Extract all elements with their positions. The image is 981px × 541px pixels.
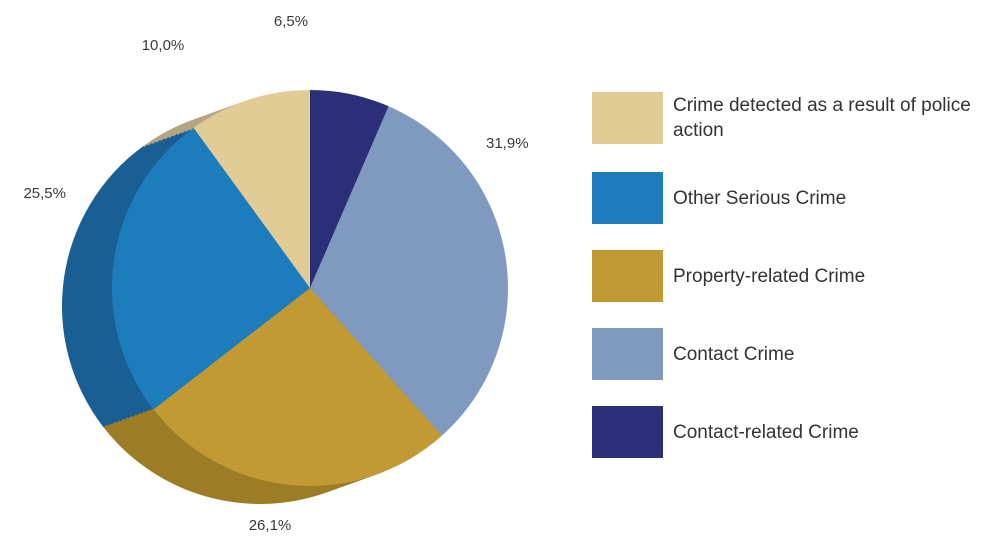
legend-label-contact: Contact Crime [673, 343, 795, 365]
legend-item-other-serious: Other Serious Crime [592, 172, 977, 224]
pie-face-group [111, 90, 509, 486]
legend-label-police-action: Crime detected as a result of police act… [673, 95, 971, 141]
pie-label-crime-detected-as-a-result-of-police-action: 10,0% [142, 37, 185, 54]
pie-slice-contact-crime [310, 106, 509, 436]
legend-label-property-related: Property-related Crime [673, 265, 866, 287]
pie-slice-other-serious-crime [111, 127, 310, 410]
legend-label-other-serious: Other Serious Crime [673, 187, 847, 209]
legend-swatch-other-serious [592, 172, 663, 224]
pie-slice-crime-detected-as-a-result-of-police-action [193, 90, 310, 288]
pie-slice-contact-related-crime [310, 90, 389, 288]
legend-swatch-police-action [592, 92, 663, 144]
legend-swatch-contact [592, 328, 663, 380]
legend-swatch-contact-related [592, 406, 663, 458]
pie-label-other-serious-crime: 25,5% [23, 185, 66, 202]
legend-item-police-action: Crime detected as a result of police act… [592, 92, 977, 144]
legend-item-contact-related: Contact-related Crime [592, 406, 977, 458]
legend-label-contact-related: Contact-related Crime [673, 421, 859, 443]
pie-slice-property-related-crime [153, 288, 442, 486]
legend-item-contact: Contact Crime [592, 328, 977, 380]
pie-label-property-related-crime: 26,1% [249, 517, 292, 534]
legend-item-property-related: Property-related Crime [592, 250, 977, 302]
pie-label-contact-related-crime: 6,5% [274, 13, 308, 30]
pie-label-contact-crime: 31,9% [486, 135, 529, 152]
legend-swatch-property-related [592, 250, 663, 302]
